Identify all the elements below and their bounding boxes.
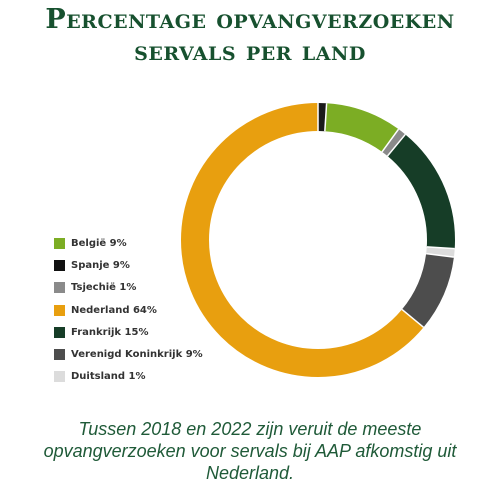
legend-swatch [54,349,65,361]
legend-item-3: Nederland 64% [54,299,203,321]
slice-separator-3 [386,133,406,157]
legend-item-0: België 9% [54,232,203,254]
chart-legend: België 9% Spanje 9% Tsjechië 1% Nederland 6… [54,232,203,388]
chart-caption: Tussen 2018 en 2022 zijn veruit de meest… [43,419,457,483]
slice-separator-1 [324,103,328,132]
slice-separator-2 [381,128,400,153]
legend-item-2: Tsjechië 1% [54,277,203,299]
chart-title: Percentage opvangverzoeken servals per l… [0,4,500,68]
legend-label: Spanje 9% [71,259,130,271]
legend-item-5: Verenigd Koninkrijk 9% [54,343,203,365]
slice-separator-4 [426,246,455,250]
legend-label: Duitsland 1% [71,371,146,383]
slice-separator-5 [426,252,455,258]
donut-slice-3 [181,103,455,377]
legend-swatch [54,282,65,294]
legend-label: Verenigd Koninkrijk 9% [71,349,203,361]
chart-title-line-1: Percentage opvangverzoeken [45,4,455,35]
legend-label: Nederland 64% [71,304,157,316]
chart-title-line-2: servals per land [134,36,366,67]
legend-item-1: Spanje 9% [54,254,203,276]
legend-swatch [54,326,65,338]
legend-item-6: Duitsland 1% [54,366,203,388]
legend-swatch [54,237,65,249]
legend-swatch [54,304,65,316]
legend-label: Frankrijk 15% [71,326,149,338]
legend-swatch [54,371,65,383]
legend-label: België 9% [71,237,127,249]
legend-swatch [54,259,65,271]
legend-label: Tsjechië 1% [71,282,137,294]
slice-separator-6 [401,308,425,328]
legend-item-4: Frankrijk 15% [54,321,203,343]
